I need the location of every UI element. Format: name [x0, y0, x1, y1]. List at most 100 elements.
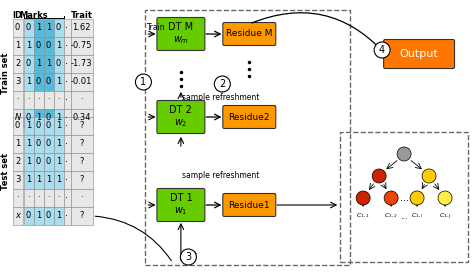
Bar [13, 171, 23, 189]
Bar [54, 189, 64, 207]
Bar [44, 73, 54, 91]
Bar [64, 19, 71, 37]
Bar [13, 55, 23, 73]
FancyBboxPatch shape [383, 40, 455, 68]
Bar [44, 37, 54, 55]
Text: 1: 1 [46, 176, 51, 184]
Text: 0: 0 [46, 42, 51, 50]
Bar [64, 55, 71, 73]
Bar [44, 135, 54, 153]
Text: 3: 3 [185, 252, 191, 262]
Bar [13, 19, 23, 37]
Bar [24, 153, 34, 171]
FancyBboxPatch shape [223, 22, 276, 45]
FancyBboxPatch shape [157, 101, 205, 134]
Bar [64, 189, 71, 207]
Bar [71, 117, 92, 135]
Bar [34, 171, 44, 189]
Circle shape [136, 74, 151, 90]
Text: 3: 3 [15, 176, 20, 184]
Text: 1: 1 [56, 78, 61, 86]
Bar [44, 189, 54, 207]
Text: 1: 1 [26, 158, 31, 166]
Circle shape [214, 76, 230, 92]
Text: 0: 0 [36, 158, 41, 166]
Text: Test: Test [183, 251, 198, 260]
Text: 0: 0 [46, 114, 51, 122]
Bar [71, 91, 92, 109]
Text: ·: · [65, 139, 68, 149]
Text: -0.01: -0.01 [71, 78, 92, 86]
Text: ·: · [65, 59, 68, 69]
Bar [13, 189, 23, 207]
Text: 2: 2 [219, 79, 226, 89]
Text: 1: 1 [36, 212, 41, 220]
Bar [13, 109, 23, 127]
Text: 1: 1 [56, 42, 61, 50]
Text: 1: 1 [46, 24, 51, 32]
Text: Train: Train [147, 23, 166, 32]
Text: ·: · [27, 96, 30, 104]
Text: Train set: Train set [1, 52, 10, 94]
Text: 0: 0 [36, 78, 41, 86]
Bar [64, 37, 71, 55]
Bar [64, 207, 71, 225]
Bar [64, 171, 71, 189]
Text: 0: 0 [56, 60, 61, 68]
Text: ·: · [57, 194, 60, 202]
Text: ID: ID [13, 11, 23, 19]
Bar [54, 73, 64, 91]
Bar [44, 117, 54, 135]
Text: 0: 0 [26, 60, 31, 68]
Text: 1: 1 [56, 176, 61, 184]
Circle shape [181, 249, 196, 265]
Bar [24, 189, 34, 207]
Text: 1: 1 [56, 114, 61, 122]
Text: ·: · [80, 96, 83, 104]
Text: ·: · [65, 121, 68, 131]
FancyBboxPatch shape [157, 189, 205, 222]
Text: ·: · [65, 95, 68, 105]
Text: 0: 0 [46, 122, 51, 130]
Text: DT 1
$w_1$: DT 1 $w_1$ [170, 193, 192, 217]
Text: ·: · [65, 157, 68, 167]
Text: 0: 0 [56, 24, 61, 32]
Bar [24, 171, 34, 189]
Bar [34, 117, 44, 135]
Bar [146, 10, 350, 265]
Text: ·: · [65, 77, 68, 87]
Text: ?: ? [79, 212, 84, 220]
Bar [24, 19, 34, 37]
Bar [64, 73, 71, 91]
Circle shape [356, 191, 370, 205]
Bar [71, 19, 92, 37]
Bar [34, 189, 44, 207]
Text: 1: 1 [26, 122, 31, 130]
Circle shape [397, 147, 411, 161]
Text: x: x [15, 212, 20, 220]
FancyBboxPatch shape [157, 17, 205, 50]
Text: 4: 4 [379, 45, 385, 55]
Text: -1.73: -1.73 [71, 60, 92, 68]
Text: 0.34: 0.34 [72, 114, 91, 122]
Text: 1: 1 [15, 42, 20, 50]
Bar [64, 135, 71, 153]
Bar [13, 73, 23, 91]
Bar [71, 73, 92, 91]
Bar [71, 135, 92, 153]
Bar [24, 91, 34, 109]
Bar [13, 37, 23, 55]
Bar [24, 37, 34, 55]
Bar [13, 135, 23, 153]
Bar [34, 55, 44, 73]
Text: 1: 1 [26, 78, 31, 86]
Text: Marks: Marks [19, 11, 48, 19]
Text: ·: · [57, 96, 60, 104]
Bar [34, 91, 44, 109]
Bar [340, 132, 468, 262]
Text: -0.75: -0.75 [71, 42, 92, 50]
Text: $C_{1,l}$: $C_{1,l}$ [411, 212, 423, 220]
Bar [34, 37, 44, 55]
Text: sample refreshment: sample refreshment [182, 93, 259, 101]
Bar [24, 109, 34, 127]
